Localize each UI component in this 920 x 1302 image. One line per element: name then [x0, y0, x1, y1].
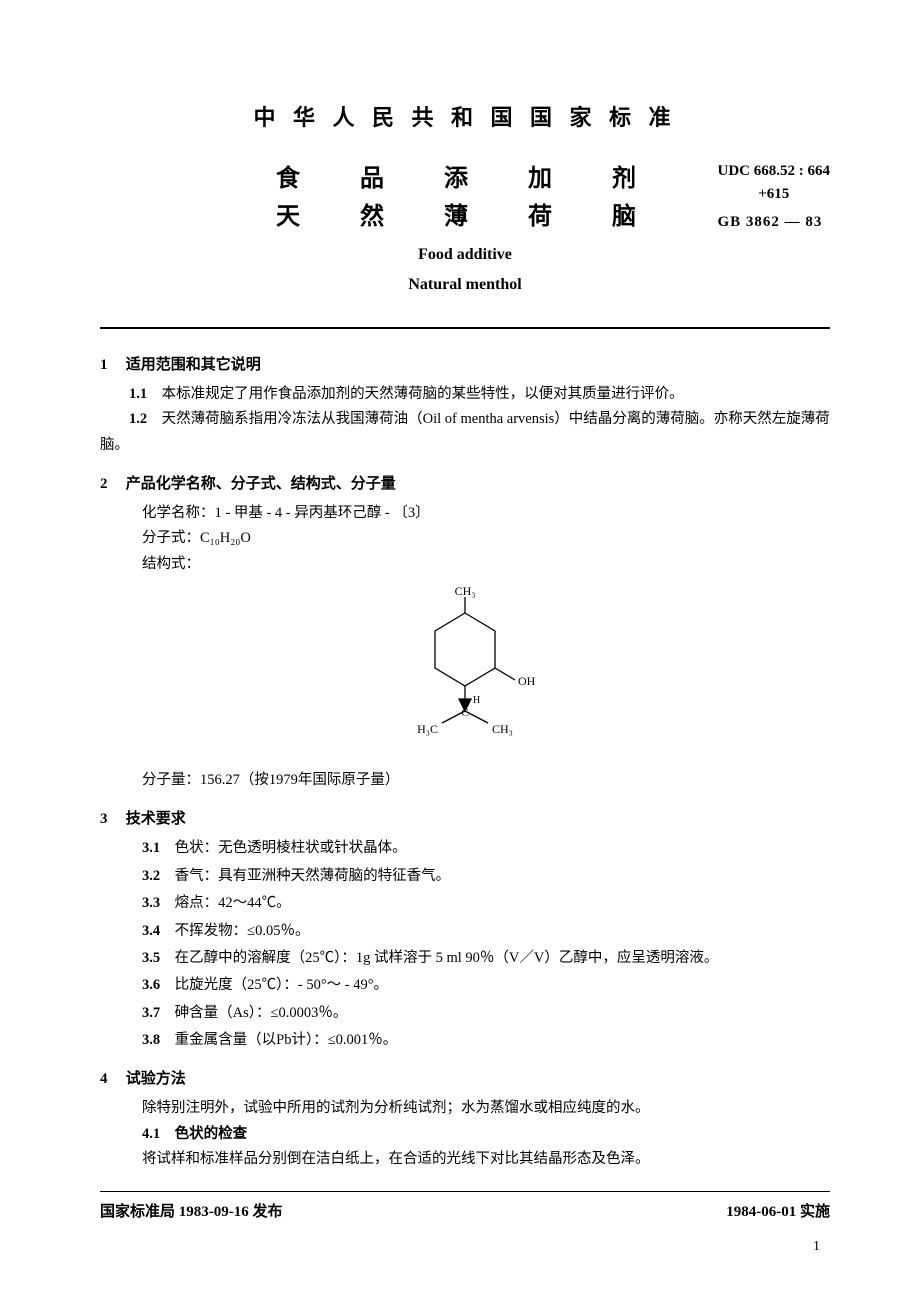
spec-item-value: ≤0.001％。 [328, 1032, 398, 1048]
chem-name-value: 1 - 甲基 - 4 - 异丙基环己醇 - 〔3〕 [215, 505, 430, 521]
spec-item: 3.8 重金属含量（以Pb计）：≤0.001％。 [100, 1028, 830, 1053]
section-3-title: 技术要求 [126, 811, 186, 827]
svg-h3c: H₃C [417, 722, 438, 736]
clause-1-2: 1.2 天然薄荷脑系指用冷冻法从我国薄荷油（Oil of mentha arve… [100, 407, 830, 458]
menthol-structure-svg: CH₃ OH C H H₃C CH₃ [380, 583, 550, 753]
document-header: 中 华 人 民 共 和 国 国 家 标 准 UDC 668.52 : 664 +… [100, 100, 830, 297]
spec-item-num: 3.8 [142, 1032, 160, 1048]
title-en-line1: Food additive [100, 243, 830, 267]
clause-1-2-num: 1.2 [129, 411, 147, 427]
title-en-line2: Natural menthol [100, 273, 830, 297]
spec-item: 3.4 不挥发物：≤0.05％。 [100, 919, 830, 944]
spec-item-num: 3.7 [142, 1005, 160, 1021]
svg-ch3-r: CH₃ [492, 722, 513, 736]
spec-item-key: 不挥发物： [175, 923, 248, 939]
spec-item-key: 砷含量（As）： [175, 1005, 271, 1021]
clause-1-2-text: 天然薄荷脑系指用冷冻法从我国薄荷油（Oil of mentha arvensis… [100, 411, 830, 452]
section-1-num: 1 [100, 357, 122, 374]
svg-c: C [461, 707, 468, 719]
issuing-org: 中 华 人 民 共 和 国 国 家 标 准 [100, 100, 830, 132]
clause-1-1-num: 1.1 [129, 386, 147, 402]
udc-line2: +615 [718, 183, 831, 206]
section-1-heading: 1 适用范围和其它说明 [100, 353, 830, 374]
mw-line-wrap: 分子量：156.27（按1979年国际原子量） [100, 768, 830, 793]
spec-list: 3.1 色状：无色透明棱柱状或针状晶体。 3.2 香气：具有亚洲种天然薄荷脑的特征… [100, 836, 830, 1053]
section-1-title: 适用范围和其它说明 [126, 357, 261, 373]
spec-item-value: - 50°～ - 49°。 [298, 977, 388, 993]
page: 中 华 人 民 共 和 国 国 家 标 准 UDC 668.52 : 664 +… [0, 0, 920, 1302]
chem-name-line: 化学名称：1 - 甲基 - 4 - 异丙基环己醇 - 〔3〕 [142, 501, 830, 526]
spec-item-value: 42～44℃。 [218, 895, 291, 911]
spec-item-value: ≤0.05％。 [247, 923, 309, 939]
mw-value: 156.27（按1979年国际原子量） [200, 772, 399, 788]
spec-item-key: 色状： [175, 840, 219, 856]
spec-item-num: 3.3 [142, 895, 160, 911]
footer-effective: 1984-06-01 实施 [726, 1200, 830, 1221]
rule-bottom [100, 1191, 830, 1192]
structure-label: 结构式： [142, 552, 830, 577]
section-3-num: 3 [100, 811, 122, 828]
rule-top [100, 327, 830, 329]
spec-item: 3.2 香气：具有亚洲种天然薄荷脑的特征香气。 [100, 864, 830, 889]
clause-4-1-title: 色状的检查 [175, 1126, 248, 1142]
spec-item-value: 1g 试样溶于 5 ml 90％（V／V）乙醇中，应呈透明溶液。 [356, 950, 719, 966]
gb-code: GB 3862 — 83 [718, 211, 831, 234]
mw-label: 分子量： [142, 772, 200, 788]
spec-item-key: 熔点： [175, 895, 219, 911]
section-2-body: 化学名称：1 - 甲基 - 4 - 异丙基环己醇 - 〔3〕 分子式：C₁₀H₂… [100, 501, 830, 577]
formula-value: C₁₀H₂₀O [200, 530, 251, 546]
spec-item-num: 3.6 [142, 977, 160, 993]
clause-1-1: 1.1 本标准规定了用作食品添加剂的天然薄荷脑的某些特性，以便对其质量进行评价。 [100, 382, 830, 407]
section-2-title: 产品化学名称、分子式、结构式、分子量 [126, 476, 396, 492]
spec-item: 3.7 砷含量（As）：≤0.0003％。 [100, 1001, 830, 1026]
spec-item: 3.6 比旋光度（25℃）：- 50°～ - 49°。 [100, 973, 830, 998]
spec-item-num: 3.5 [142, 950, 160, 966]
spec-item-value: 具有亚洲种天然薄荷脑的特征香气。 [218, 868, 450, 884]
spec-item-num: 3.2 [142, 868, 160, 884]
formula-line: 分子式：C₁₀H₂₀O [142, 526, 830, 551]
footer-issue: 国家标准局 1983-09-16 发布 [100, 1200, 283, 1221]
spec-item: 3.5 在乙醇中的溶解度（25℃）：1g 试样溶于 5 ml 90％（V／V）乙… [100, 946, 830, 971]
section-2-heading: 2 产品化学名称、分子式、结构式、分子量 [100, 472, 830, 493]
spec-item-key: 香气： [175, 868, 219, 884]
section-2-num: 2 [100, 476, 122, 493]
spec-item-key: 在乙醇中的溶解度（25℃）： [175, 950, 356, 966]
udc-line1: UDC 668.52 : 664 [718, 160, 831, 183]
clause-4-1-head: 4.1 色状的检查 [100, 1122, 830, 1147]
structure-diagram: CH₃ OH C H H₃C CH₃ [100, 583, 830, 758]
spec-item-key: 比旋光度（25℃）： [175, 977, 298, 993]
section-4-num: 4 [100, 1071, 122, 1088]
section-4-heading: 4 试验方法 [100, 1067, 830, 1088]
formula-label: 分子式： [142, 530, 200, 546]
svg-ch3-top: CH₃ [455, 584, 476, 598]
standard-codes: UDC 668.52 : 664 +615 GB 3862 — 83 [718, 160, 831, 234]
page-number: 1 [100, 1239, 830, 1255]
clause-1-1-text: 本标准规定了用作食品添加剂的天然薄荷脑的某些特性，以便对其质量进行评价。 [162, 386, 684, 402]
spec-item-num: 3.4 [142, 923, 160, 939]
chem-name-label: 化学名称： [142, 505, 215, 521]
mw-line: 分子量：156.27（按1979年国际原子量） [142, 768, 830, 793]
spec-item-num: 3.1 [142, 840, 160, 856]
spec-item: 3.1 色状：无色透明棱柱状或针状晶体。 [100, 836, 830, 861]
section-4-title: 试验方法 [126, 1071, 186, 1087]
section-3-heading: 3 技术要求 [100, 807, 830, 828]
title-block: UDC 668.52 : 664 +615 GB 3862 — 83 食 品 添… [100, 160, 830, 297]
section-4-intro: 除特别注明外，试验中所用的试剂为分析纯试剂；水为蒸馏水或相应纯度的水。 [100, 1096, 830, 1121]
svg-oh: OH [518, 674, 536, 688]
clause-4-1-num: 4.1 [142, 1126, 160, 1142]
svg-h: H [473, 695, 480, 706]
spec-item: 3.3 熔点：42～44℃。 [100, 891, 830, 916]
spec-item-value: 无色透明棱柱状或针状晶体。 [218, 840, 407, 856]
clause-4-1-body: 将试样和标准样品分别倒在洁白纸上，在合适的光线下对比其结晶形态及色泽。 [100, 1147, 830, 1172]
footer-row: 国家标准局 1983-09-16 发布 1984-06-01 实施 [100, 1200, 830, 1221]
spec-item-key: 重金属含量（以Pb计）： [175, 1032, 328, 1048]
spec-item-value: ≤0.0003％。 [271, 1005, 348, 1021]
